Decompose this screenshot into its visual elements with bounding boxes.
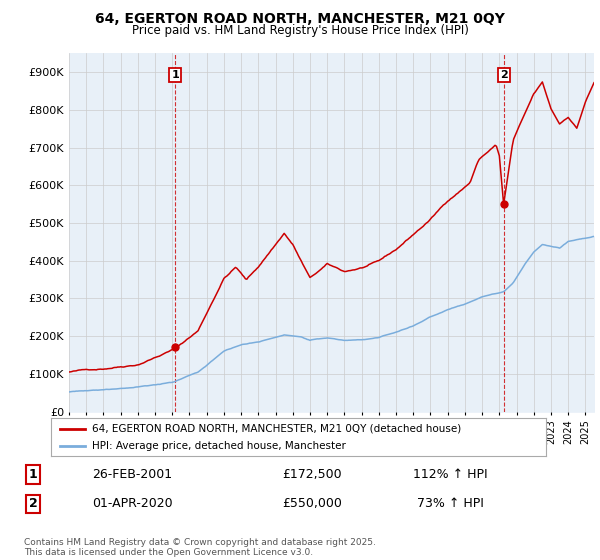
Text: 26-FEB-2001: 26-FEB-2001: [92, 468, 172, 481]
Text: £172,500: £172,500: [282, 468, 342, 481]
Text: 64, EGERTON ROAD NORTH, MANCHESTER, M21 0QY (detached house): 64, EGERTON ROAD NORTH, MANCHESTER, M21 …: [92, 423, 461, 433]
Text: 2: 2: [29, 497, 37, 510]
Text: 1: 1: [171, 70, 179, 80]
Text: 73% ↑ HPI: 73% ↑ HPI: [416, 497, 484, 510]
Text: HPI: Average price, detached house, Manchester: HPI: Average price, detached house, Manc…: [92, 441, 346, 451]
Text: Contains HM Land Registry data © Crown copyright and database right 2025.
This d: Contains HM Land Registry data © Crown c…: [24, 538, 376, 557]
Text: 112% ↑ HPI: 112% ↑ HPI: [413, 468, 487, 481]
Text: 01-APR-2020: 01-APR-2020: [92, 497, 172, 510]
Text: £550,000: £550,000: [282, 497, 342, 510]
Text: Price paid vs. HM Land Registry's House Price Index (HPI): Price paid vs. HM Land Registry's House …: [131, 24, 469, 37]
Text: 64, EGERTON ROAD NORTH, MANCHESTER, M21 0QY: 64, EGERTON ROAD NORTH, MANCHESTER, M21 …: [95, 12, 505, 26]
Text: 1: 1: [29, 468, 37, 481]
Text: 2: 2: [500, 70, 508, 80]
